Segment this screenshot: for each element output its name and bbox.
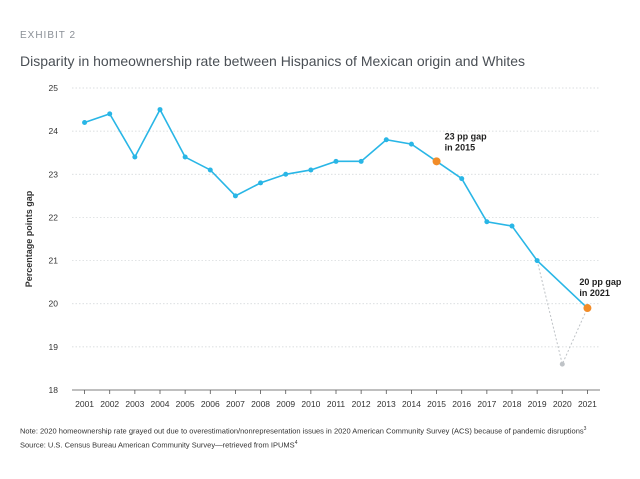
data-point	[107, 111, 113, 117]
x-tick-label: 2021	[578, 399, 597, 409]
data-point	[182, 154, 188, 160]
footnote-source: Source: U.S. Census Bureau American Comm…	[20, 440, 297, 450]
y-tick-label: 23	[49, 169, 59, 179]
x-tick-label: 2010	[301, 399, 320, 409]
data-point	[484, 219, 490, 225]
note-superscript: 3	[583, 426, 587, 432]
note-text: Note: 2020 homeownership rate grayed out…	[20, 426, 584, 436]
footnote-note: Note: 2020 homeownership rate grayed out…	[20, 426, 586, 436]
x-tick-label: 2003	[125, 399, 144, 409]
y-tick-label: 18	[49, 385, 59, 395]
x-tick-label: 2002	[100, 399, 119, 409]
x-tick-label: 2005	[176, 399, 195, 409]
y-tick-label: 25	[49, 83, 59, 93]
annotation-label-line1: 20 pp gap	[579, 277, 622, 287]
x-tick-label: 2008	[251, 399, 270, 409]
y-tick-label: 22	[49, 212, 59, 222]
x-tick-label: 2015	[427, 399, 446, 409]
x-tick-label: 2016	[452, 399, 471, 409]
data-point	[509, 223, 515, 229]
highlight-point	[432, 157, 441, 166]
data-point	[308, 167, 314, 173]
source-superscript: 4	[294, 440, 298, 446]
exhibit-label: EXHIBIT 2	[20, 30, 77, 41]
x-tick-label: 2014	[402, 399, 421, 409]
y-axis-label: Percentage points gap	[24, 190, 34, 287]
x-tick-label: 2019	[528, 399, 547, 409]
data-point	[358, 158, 364, 164]
data-point	[207, 167, 213, 173]
x-tick-label: 2001	[75, 399, 94, 409]
data-point	[459, 176, 465, 182]
x-tick-label: 2017	[477, 399, 496, 409]
x-tick-label: 2020	[553, 399, 572, 409]
x-tick-label: 2004	[151, 399, 170, 409]
data-point	[534, 258, 540, 264]
annotation-label-line2: in 2015	[445, 142, 476, 152]
x-tick-label: 2012	[352, 399, 371, 409]
x-tick-label: 2011	[327, 399, 346, 409]
data-point	[258, 180, 264, 186]
data-point	[157, 107, 163, 113]
data-point	[333, 158, 339, 164]
source-text: Source: U.S. Census Bureau American Comm…	[20, 440, 295, 450]
y-tick-label: 24	[49, 126, 59, 136]
x-tick-label: 2018	[503, 399, 522, 409]
data-point	[383, 137, 389, 143]
annotation-label-line1: 23 pp gap	[445, 131, 488, 141]
x-tick-label: 2013	[377, 399, 396, 409]
y-tick-label: 19	[49, 342, 59, 352]
chart-title: Disparity in homeownership rate between …	[20, 53, 526, 69]
annotation-label-line2: in 2021	[579, 288, 610, 298]
data-point	[232, 193, 238, 199]
x-tick-label: 2009	[276, 399, 295, 409]
data-point	[82, 120, 88, 126]
x-tick-label: 2006	[201, 399, 220, 409]
y-tick-label: 20	[49, 299, 59, 309]
data-point	[408, 141, 414, 147]
data-point-grayed	[559, 361, 565, 367]
data-point	[283, 171, 289, 177]
series-line	[84, 107, 588, 309]
x-tick-label: 2007	[226, 399, 245, 409]
y-tick-label: 21	[49, 256, 59, 266]
data-point	[132, 154, 138, 160]
highlight-point	[583, 304, 592, 313]
